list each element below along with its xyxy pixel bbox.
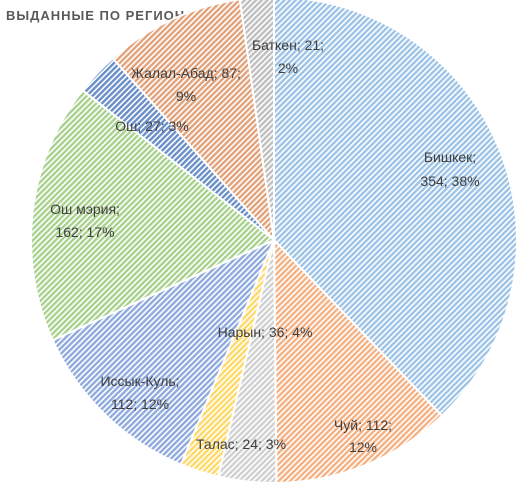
slice-label-3: Талас; 24; 3% [196,436,286,452]
pie-slice-8 [238,0,275,241]
slice-label-6: Ош; 27; 3% [115,118,189,134]
slice-label-1: Чуй; 112; [334,417,392,433]
pie-slice-7 [111,0,276,244]
slice-label-1-line2: 12% [349,439,377,455]
slice-label-7-line2: 9% [176,88,196,104]
slice-label-8: Баткен; 21; [252,37,324,53]
slice-label-0-line2: 354; 38% [420,173,479,189]
slice-label-2: Нарын; 36; 4% [218,324,313,340]
pie-slice-5 [30,88,276,342]
slice-label-4-line2: 112; 12% [111,396,169,412]
chart-title: ВЫДАННЫЕ ПО РЕГИОНАМ [6,8,208,23]
pie-slice-4 [51,238,276,466]
slice-label-4: Иссык-Куль; [100,373,179,389]
slice-label-7: Жалал-Абад; 87; [131,65,241,81]
slice-label-0: Бишкек; [424,149,476,165]
slice-label-5: Ош мэрия; [50,201,120,217]
slice-label-5-line2: 162; 17% [55,224,114,240]
slice-label-8-line2: 2% [278,60,298,76]
pie-slice-1 [272,237,444,485]
pie-slice-0 [273,0,518,418]
